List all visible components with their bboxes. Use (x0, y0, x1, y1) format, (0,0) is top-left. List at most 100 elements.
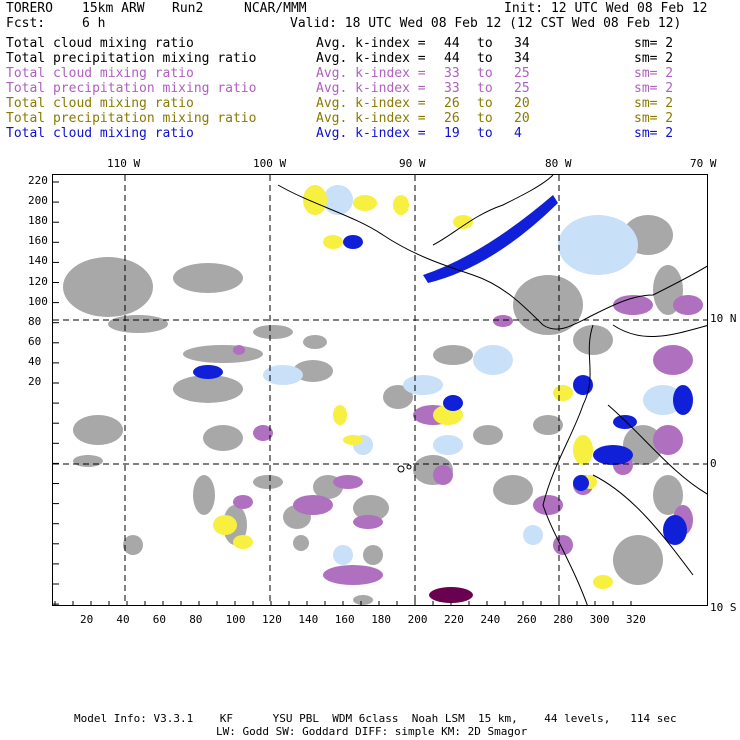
cloud-gray-area (183, 345, 263, 363)
legend-row: Total precipitation mixing ratio Avg. k-i… (6, 81, 736, 96)
header-valid: Valid: 18 UTC Wed 08 Feb 12 (12 CST Wed … (290, 16, 682, 31)
legend-to-word: to (477, 126, 493, 141)
x-tick-label: 100 (225, 613, 246, 626)
cloud-yellow-area (573, 435, 593, 465)
x-tick-label: 220 (444, 613, 464, 626)
legend-avg-label: Avg. k-index = (316, 36, 426, 51)
cloud-lightblue-area (323, 185, 353, 215)
cloud-gray-area (293, 535, 309, 551)
legend-to: 20 (514, 96, 530, 111)
precip-purple-area (353, 515, 383, 529)
cloud-blue-area (573, 475, 589, 491)
x-tick-label: 300 (589, 613, 610, 626)
legend-avg-label: Avg. k-index = (316, 66, 426, 81)
cloud-gray-area (573, 325, 613, 355)
legend-avg-label: Avg. k-index = (316, 111, 426, 126)
cloud-lightblue-area (643, 385, 683, 415)
legend-from: 26 (444, 96, 460, 111)
legend-avg-label: Avg. k-index = (316, 81, 426, 96)
legend-sm: sm= 2 (634, 51, 674, 66)
legend-to: 34 (514, 51, 530, 66)
forecast-map (52, 174, 708, 606)
legend-field: Total cloud mixing ratio (6, 96, 194, 111)
cloud-gray-area (473, 425, 503, 445)
precip-purple-area (653, 345, 693, 375)
y-tick-label: 80 (28, 314, 42, 328)
cloud-lightblue-area (523, 525, 543, 545)
x-tick-label: 160 (334, 613, 355, 626)
cloud-gray-area (193, 475, 215, 515)
cloud-yellow-area (233, 535, 253, 549)
cloud-yellow-area (333, 405, 347, 425)
y-tick-label: 40 (28, 354, 42, 368)
precip-purple-area (323, 565, 383, 585)
footer-physics: LW: Godd SW: Goddard DIFF: simple KM: 2D… (216, 725, 528, 738)
cloud-lightblue-area (333, 545, 353, 565)
precip-purple-area (653, 425, 683, 455)
legend-sm: sm= 2 (634, 81, 674, 96)
y-tick-label: 140 (28, 254, 48, 268)
cloud-gray-area (353, 595, 373, 605)
x-tick-label: 80 (189, 613, 203, 626)
border-line (607, 404, 707, 495)
legend-avg-label: Avg. k-index = (316, 51, 426, 66)
cloud-blue-area (443, 395, 463, 411)
legend-to: 34 (514, 36, 530, 51)
cloud-blue-area (613, 415, 637, 429)
legend-sm: sm= 2 (634, 96, 674, 111)
legend-sm: sm= 2 (634, 66, 674, 81)
cloud-yellow-area (593, 575, 613, 589)
cloud-lightblue-area (558, 215, 638, 275)
cloud-blue-area (593, 445, 633, 465)
border-line (592, 474, 694, 576)
y-tick-label: 200 (28, 194, 48, 208)
cloud-yellow-area (353, 195, 377, 211)
legend-from: 44 (444, 36, 460, 51)
cloud-gray-area (303, 335, 327, 349)
cloud-blue-area (663, 515, 687, 545)
legend-field: Total precipitation mixing ratio (6, 81, 257, 96)
cloud-yellow-area (553, 385, 573, 401)
cloud-yellow-area (393, 195, 409, 215)
y-tick-label: 20 (28, 375, 42, 388)
coastline-central-america (277, 184, 707, 330)
x-tick-label: 120 (262, 613, 282, 626)
cloud-gray-area (173, 375, 243, 403)
x-tick-label: 260 (516, 613, 537, 626)
x-tick-label: 140 (298, 613, 319, 626)
lat-label-10s: 10 S (710, 601, 737, 614)
legend-row: Total cloud mixing ratio Avg. k-index = 33… (6, 66, 736, 81)
cloud-yellow-area (323, 235, 343, 249)
x-tick-label: 280 (553, 613, 574, 626)
precip-purple-area (293, 495, 333, 515)
precip-darkpurple-area (429, 587, 473, 603)
lon-label-90w: 90 W (399, 157, 426, 170)
cloud-gray-area (73, 455, 103, 467)
x-tick-label: 240 (480, 613, 501, 626)
cloud-gray-area (653, 475, 683, 515)
cloud-lightblue-area (263, 365, 303, 385)
header-model: TORERO (6, 1, 53, 16)
x-tick-label: 60 (152, 613, 167, 626)
cloud-lightblue-area (473, 345, 513, 375)
precip-purple-area (233, 345, 245, 355)
cloud-blue-area (673, 385, 693, 415)
cloud-gray-area (63, 257, 153, 317)
legend-sm: sm= 2 (634, 36, 674, 51)
precip-purple-area (233, 495, 253, 509)
precip-purple-area (333, 475, 363, 489)
legend-from: 33 (444, 66, 460, 81)
cloud-gray-area (123, 535, 143, 555)
cloud-yellow-area (213, 515, 237, 535)
cloud-gray-area (363, 545, 383, 565)
precip-purple-area (253, 425, 273, 441)
legend-from: 33 (444, 81, 460, 96)
y-tick-label: 160 (28, 234, 48, 248)
cloud-gray-area (73, 415, 123, 445)
cloud-gray-area (173, 263, 243, 293)
x-tick-label: 320 (626, 613, 646, 626)
legend-field: Total precipitation mixing ratio (6, 111, 257, 126)
legend-row: Total cloud mixing ratio Avg. k-index = 19… (6, 126, 736, 141)
legend-row: Total precipitation mixing ratio Avg. k-i… (6, 51, 736, 66)
header-org: NCAR/MMM (244, 1, 307, 16)
